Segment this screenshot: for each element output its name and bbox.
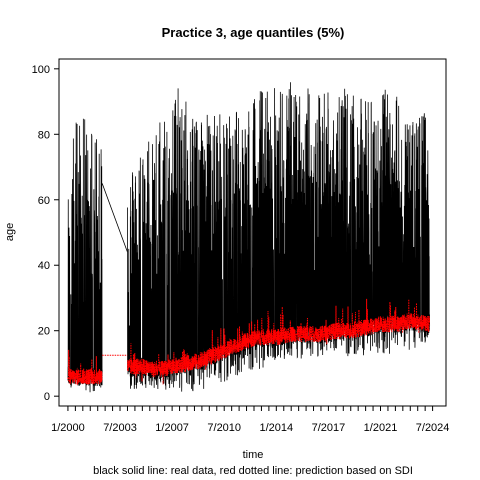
- plot-frame: [58, 58, 447, 407]
- y-tick-label: 60: [38, 195, 50, 207]
- y-tick-label: 100: [32, 64, 50, 76]
- x-tick-label: 1/2007: [155, 422, 189, 434]
- series-real-data-line: [67, 82, 431, 393]
- x-axis-label: time: [243, 449, 264, 461]
- y-tick-label: 0: [44, 391, 50, 403]
- x-tick-label: 7/2003: [103, 422, 137, 434]
- x-tick-label: 7/2017: [312, 422, 346, 434]
- x-axis: 1/2000 7/2003 1/2007 7/2010 1/2014 7/2017 1/20…: [51, 406, 449, 434]
- chart-title: Practice 3, age quantiles (5%): [162, 25, 345, 40]
- x-tick-label: 1/2021: [364, 422, 398, 434]
- x-tick-label: 1/2000: [51, 422, 85, 434]
- y-tick-label: 20: [38, 326, 50, 338]
- chart-footnote: black solid line: real data, red dotted …: [93, 465, 413, 477]
- plot-lines: [67, 82, 431, 393]
- series-prediction-line: [67, 298, 431, 386]
- y-tick-label: 80: [38, 129, 50, 141]
- y-axis-label: age: [4, 223, 16, 241]
- y-tick-label: 40: [38, 260, 50, 272]
- y-axis: 0 20 40 60 80 100: [32, 64, 59, 403]
- x-tick-label: 7/2024: [416, 422, 450, 434]
- x-tick-label: 7/2010: [207, 422, 241, 434]
- x-tick-label: 1/2014: [259, 422, 293, 434]
